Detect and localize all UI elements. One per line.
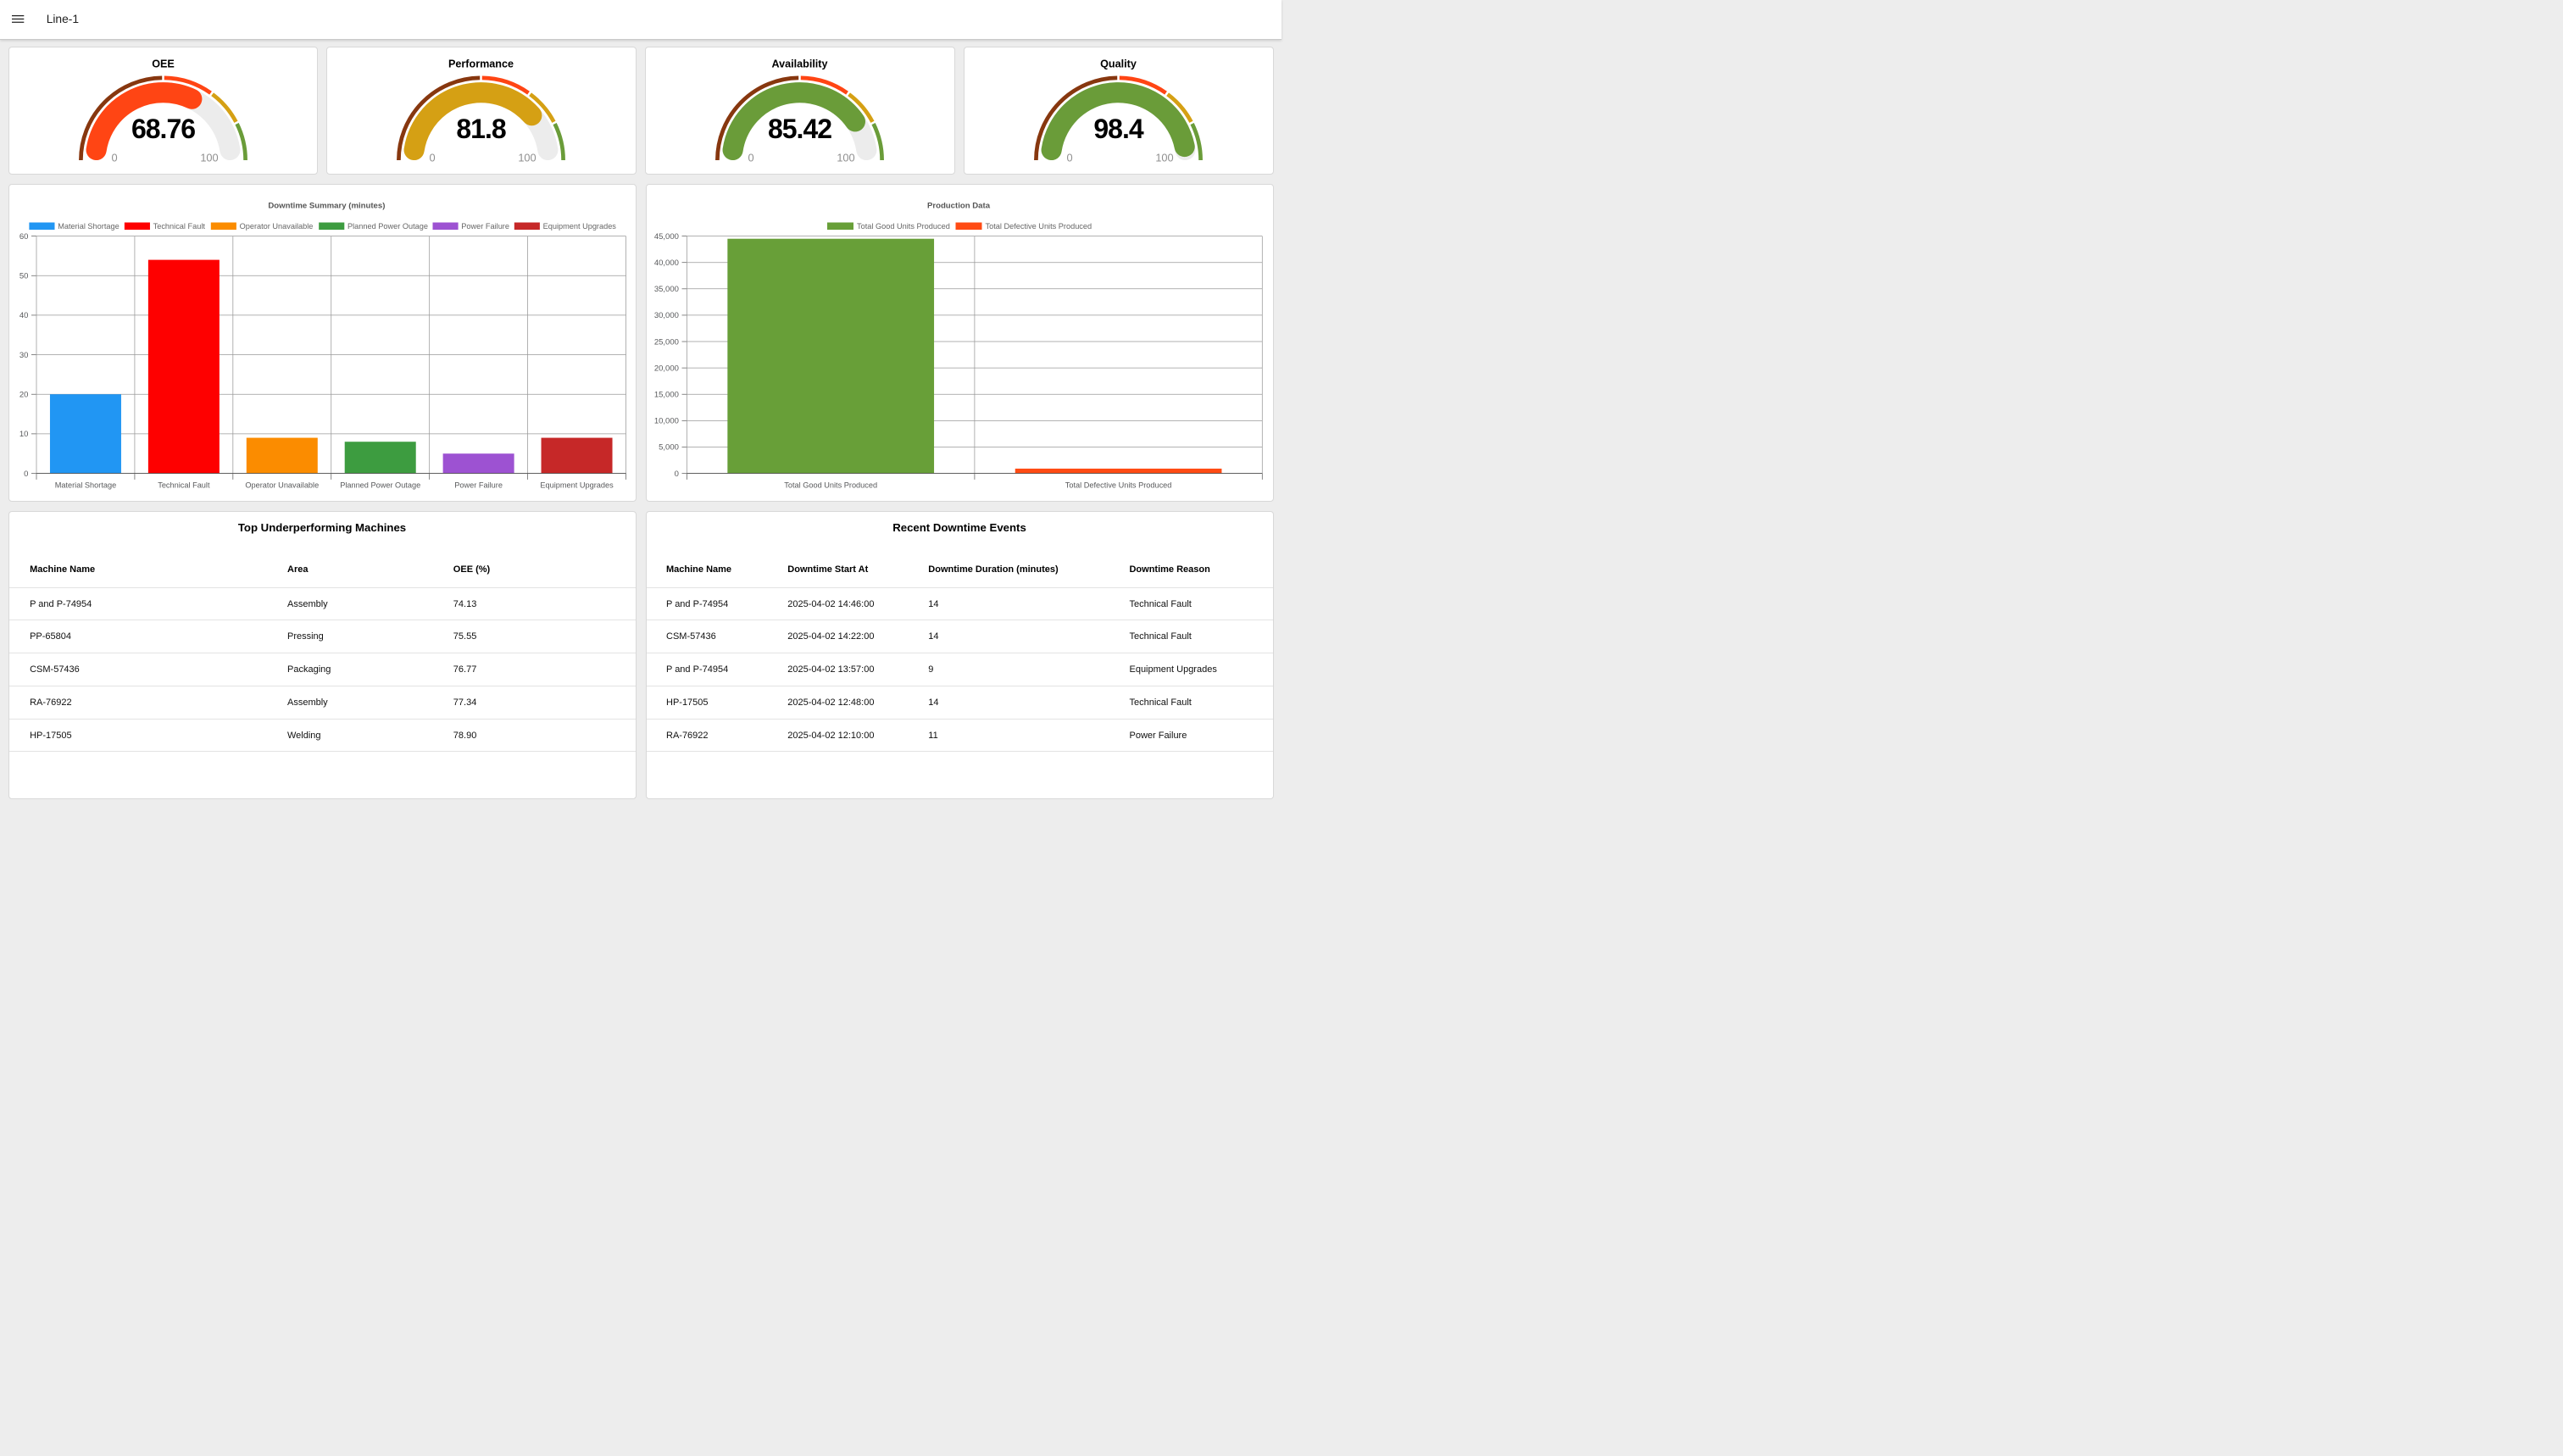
svg-text:Total Good Units Produced: Total Good Units Produced <box>857 222 950 231</box>
svg-text:40,000: 40,000 <box>653 258 678 268</box>
svg-text:Production Data: Production Data <box>926 202 990 211</box>
svg-text:20: 20 <box>19 391 28 400</box>
svg-text:0: 0 <box>748 152 754 164</box>
svg-text:68.76: 68.76 <box>131 114 194 144</box>
svg-text:100: 100 <box>519 152 537 164</box>
svg-text:Technical Fault: Technical Fault <box>153 222 205 231</box>
svg-text:Equipment Upgrades: Equipment Upgrades <box>542 222 616 231</box>
svg-text:85.42: 85.42 <box>768 114 831 144</box>
svg-text:10: 10 <box>19 430 28 439</box>
svg-text:OEE: OEE <box>152 58 175 69</box>
svg-text:Material Shortage: Material Shortage <box>54 481 116 490</box>
svg-text:Operator Unavailable: Operator Unavailable <box>239 222 313 231</box>
svg-text:Power Failure: Power Failure <box>454 481 503 490</box>
svg-text:Quality: Quality <box>1100 58 1137 69</box>
svg-text:50: 50 <box>19 272 28 281</box>
svg-text:100: 100 <box>200 152 218 164</box>
svg-text:100: 100 <box>1155 152 1173 164</box>
svg-text:0: 0 <box>674 470 678 479</box>
svg-text:60: 60 <box>19 232 28 242</box>
svg-text:Total Good Units Produced: Total Good Units Produced <box>784 481 877 490</box>
svg-text:Operator Unavailable: Operator Unavailable <box>245 481 319 490</box>
svg-text:5,000: 5,000 <box>659 443 679 453</box>
svg-text:100: 100 <box>837 152 854 164</box>
svg-text:81.8: 81.8 <box>457 114 506 144</box>
svg-text:30: 30 <box>19 351 28 360</box>
svg-text:40: 40 <box>19 311 28 320</box>
svg-text:Material Shortage: Material Shortage <box>58 222 120 231</box>
svg-text:0: 0 <box>430 152 436 164</box>
svg-text:Total Defective Units Produced: Total Defective Units Produced <box>985 222 1092 231</box>
svg-text:0: 0 <box>1066 152 1072 164</box>
svg-text:Availability: Availability <box>772 58 828 69</box>
svg-text:10,000: 10,000 <box>653 417 678 426</box>
svg-text:Planned Power Outage: Planned Power Outage <box>340 481 420 490</box>
svg-text:20,000: 20,000 <box>653 364 678 373</box>
svg-text:Downtime Summary (minutes): Downtime Summary (minutes) <box>268 202 385 211</box>
svg-text:Total Defective Units Produced: Total Defective Units Produced <box>1065 481 1171 490</box>
svg-text:Performance: Performance <box>448 58 514 69</box>
svg-text:Power Failure: Power Failure <box>461 222 509 231</box>
svg-text:0: 0 <box>111 152 117 164</box>
svg-text:Equipment Upgrades: Equipment Upgrades <box>540 481 614 490</box>
svg-text:25,000: 25,000 <box>653 337 678 347</box>
svg-text:Planned Power Outage: Planned Power Outage <box>347 222 428 231</box>
svg-text:98.4: 98.4 <box>1093 114 1143 144</box>
svg-text:30,000: 30,000 <box>653 311 678 320</box>
svg-text:Technical Fault: Technical Fault <box>158 481 210 490</box>
svg-text:0: 0 <box>24 470 28 479</box>
svg-text:35,000: 35,000 <box>653 285 678 294</box>
svg-text:15,000: 15,000 <box>653 391 678 400</box>
svg-text:45,000: 45,000 <box>653 232 678 242</box>
